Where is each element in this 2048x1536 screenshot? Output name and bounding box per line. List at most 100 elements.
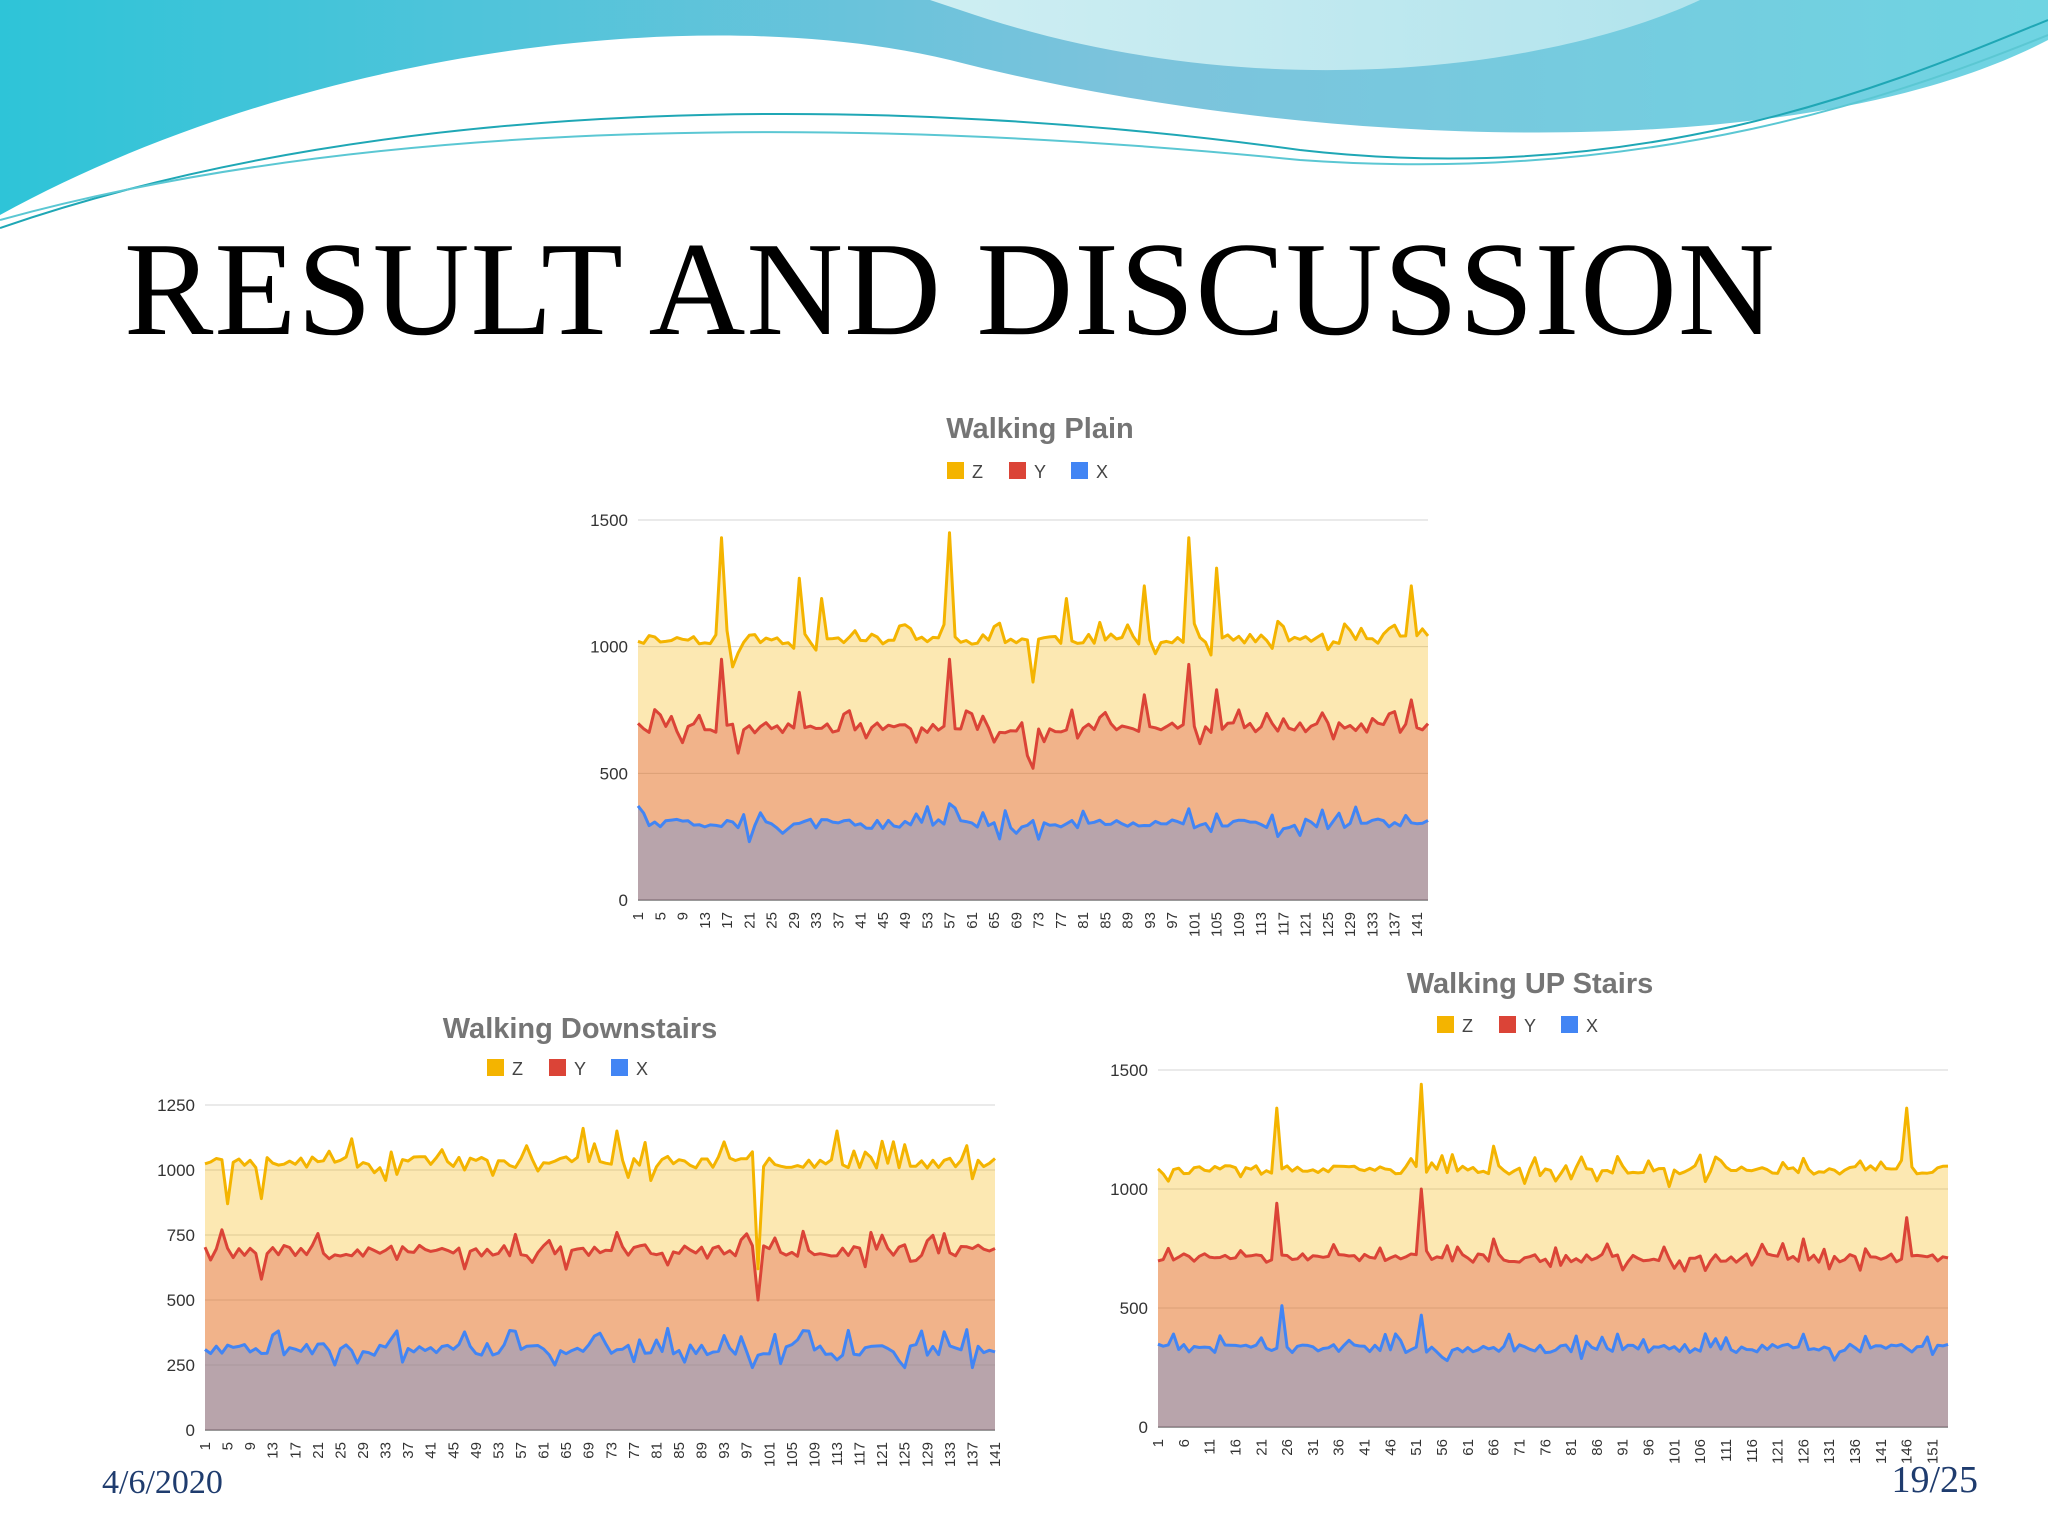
x-tick-label: 37 [400, 1442, 417, 1459]
x-tick-label: 121 [1770, 1439, 1787, 1464]
legend-item-x: X [611, 1059, 648, 1079]
x-tick-label: 29 [786, 912, 803, 929]
y-tick-label: 750 [167, 1226, 195, 1245]
y-tick-label: 1500 [1110, 1061, 1148, 1080]
x-tick-label: 81 [1563, 1439, 1580, 1456]
x-tick-label: 73 [603, 1442, 620, 1459]
x-tick-label: 17 [287, 1442, 304, 1459]
x-tick-label: 85 [1097, 912, 1114, 929]
x-tick-label: 21 [310, 1442, 327, 1459]
x-tick-label: 1 [197, 1442, 214, 1450]
legend-item-z: Z [487, 1059, 523, 1079]
x-tick-label: 5 [652, 912, 669, 920]
y-tick-label: 1500 [590, 511, 628, 530]
x-tick-label: 109 [806, 1442, 823, 1467]
x-tick-label: 146 [1899, 1439, 1916, 1464]
x-tick-label: 25 [332, 1442, 349, 1459]
legend-label: Z [1462, 1016, 1473, 1036]
x-tick-label: 76 [1537, 1439, 1554, 1456]
x-tick-label: 86 [1589, 1439, 1606, 1456]
legend-item-x: X [1071, 462, 1108, 482]
series-area-y [1158, 1189, 1948, 1427]
x-tick-label: 96 [1641, 1439, 1658, 1456]
series-area-x [205, 1328, 995, 1430]
x-tick-label: 57 [942, 912, 959, 929]
slide-date: 4/6/2020 [102, 1464, 223, 1501]
slide-title: RESULT AND DISCUSSION [124, 215, 1776, 363]
x-tick-label: 17 [719, 912, 736, 929]
legend-swatch [947, 462, 964, 479]
x-tick-label: 37 [830, 912, 847, 929]
series-line-y [203, 1228, 996, 1302]
chart-walking-downstairs-svg: Walking Downstairs Z Y X 0 250 500 750 1000 1250 1… [157, 1013, 1004, 1467]
y-tick-label: 1250 [157, 1096, 195, 1115]
x-tick-label: 133 [942, 1442, 959, 1467]
chart-title: Walking Plain [946, 413, 1133, 445]
x-tick-label: 69 [1008, 912, 1025, 929]
slide-page-number: 19/25 [1891, 1459, 1978, 1501]
x-tick-label: 133 [1364, 912, 1381, 937]
legend-item-z: Z [1437, 1016, 1473, 1036]
x-tick-label: 33 [808, 912, 825, 929]
x-tick-label: 85 [671, 1442, 688, 1459]
x-tick-label: 77 [626, 1442, 643, 1459]
x-tick-label: 121 [1298, 912, 1315, 937]
series-area-y [638, 659, 1428, 900]
x-tick-label: 11 [1202, 1439, 1219, 1455]
x-tick-label: 13 [697, 912, 714, 929]
x-tick-label: 45 [875, 912, 892, 929]
x-tick-label: 5 [220, 1442, 237, 1450]
y-tick-label: 1000 [1110, 1180, 1148, 1199]
x-tick-label: 53 [490, 1442, 507, 1459]
x-tick-label: 49 [897, 912, 914, 929]
x-tick-label: 26 [1279, 1439, 1296, 1456]
y-tick-label: 1000 [590, 638, 628, 657]
x-tick-label: 9 [675, 912, 692, 920]
x-tick-label: 65 [986, 912, 1003, 929]
x-tick-label: 33 [378, 1442, 395, 1459]
x-tick-label: 109 [1231, 912, 1248, 937]
x-tick-label: 41 [423, 1442, 440, 1459]
series-area-y [205, 1229, 995, 1430]
x-tick-label: 89 [1120, 912, 1137, 929]
legend-label: Y [1524, 1016, 1536, 1036]
x-tick-label: 25 [764, 912, 781, 929]
x-tick-label: 121 [874, 1442, 891, 1467]
x-tick-label: 46 [1382, 1439, 1399, 1456]
x-tick-label: 41 [853, 912, 870, 929]
x-tick-label: 6 [1176, 1439, 1193, 1447]
legend-label: X [1096, 462, 1108, 482]
x-tick-label: 73 [1031, 912, 1048, 929]
series-area-x [1158, 1305, 1948, 1427]
x-tick-label: 69 [581, 1442, 598, 1459]
x-tick-label: 93 [716, 1442, 733, 1459]
x-tick-label: 57 [513, 1442, 530, 1459]
x-tick-label: 117 [852, 1442, 869, 1466]
legend-item-z: Z [947, 462, 983, 482]
legend-label: Z [972, 462, 983, 482]
series-line-y [636, 657, 1430, 770]
x-tick-label: 111 [1718, 1439, 1735, 1462]
x-tick-label: 65 [558, 1442, 575, 1459]
x-tick-label: 131 [1821, 1439, 1838, 1464]
x-tick-label: 56 [1434, 1439, 1451, 1456]
x-tick-label: 71 [1511, 1439, 1528, 1456]
legend-item-x: X [1561, 1016, 1598, 1036]
x-tick-label: 21 [741, 912, 758, 929]
series-area-z [638, 532, 1428, 900]
chart-walking-plain: Walking Plain Z Y X 0 500 1000 1500 1 5 9 13 17 21 25 2… [580, 400, 1500, 945]
x-tick-label: 89 [694, 1442, 711, 1459]
x-tick-label: 141 [987, 1442, 1004, 1467]
x-tick-label: 36 [1331, 1439, 1348, 1456]
x-tick-label: 1 [630, 912, 647, 920]
x-tick-label: 16 [1228, 1439, 1245, 1456]
x-tick-label: 97 [1164, 912, 1181, 929]
legend-swatch [1071, 462, 1088, 479]
series-line-z [204, 1126, 996, 1271]
x-tick-label: 51 [1408, 1439, 1425, 1456]
x-tick-label: 66 [1486, 1439, 1503, 1456]
x-tick-label: 61 [536, 1442, 553, 1459]
x-tick-label: 106 [1692, 1439, 1709, 1464]
series-line-z [1156, 1082, 1949, 1189]
